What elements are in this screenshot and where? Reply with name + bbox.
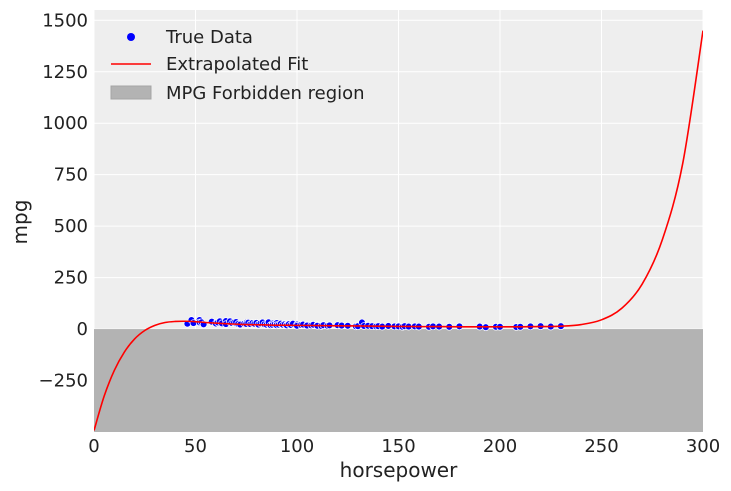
y-axis-label: mpg (8, 200, 32, 245)
legend-label-forbidden-region: MPG Forbidden region (166, 83, 365, 104)
legend-marker-forbidden-region (110, 85, 152, 100)
x-tick-label: 300 (686, 436, 720, 457)
y-tick-label: 0 (77, 319, 88, 340)
x-tick-label: 50 (184, 436, 207, 457)
extrapolated-fit-line (94, 30, 703, 431)
x-axis-label: horsepower (340, 458, 458, 482)
y-tick-label: 1500 (42, 10, 88, 31)
legend: True Data Extrapolated Fit MPG Forbidden… (110, 27, 365, 104)
y-tick-label: 500 (54, 216, 88, 237)
legend-marker-true-data (127, 33, 135, 41)
legend-label-extrapolated-fit: Extrapolated Fit (166, 54, 308, 75)
x-tick-labels: 0 50 100 150 200 250 300 (88, 436, 720, 457)
y-tick-label: 750 (54, 165, 88, 186)
y-tick-label: 1000 (42, 113, 88, 134)
true-data-points (183, 316, 565, 331)
x-tick-label: 150 (381, 436, 415, 457)
y-tick-label: −250 (39, 371, 88, 392)
y-tick-label: 250 (54, 268, 88, 289)
forbidden-region (94, 329, 703, 432)
y-tick-label: 1250 (42, 62, 88, 83)
x-tick-label: 200 (483, 436, 517, 457)
x-tick-label: 0 (88, 436, 99, 457)
legend-label-true-data: True Data (165, 27, 253, 48)
x-tick-label: 250 (584, 436, 618, 457)
x-tick-label: 100 (280, 436, 314, 457)
y-tick-labels: −250 0 250 500 750 1000 1250 1500 (39, 10, 88, 391)
